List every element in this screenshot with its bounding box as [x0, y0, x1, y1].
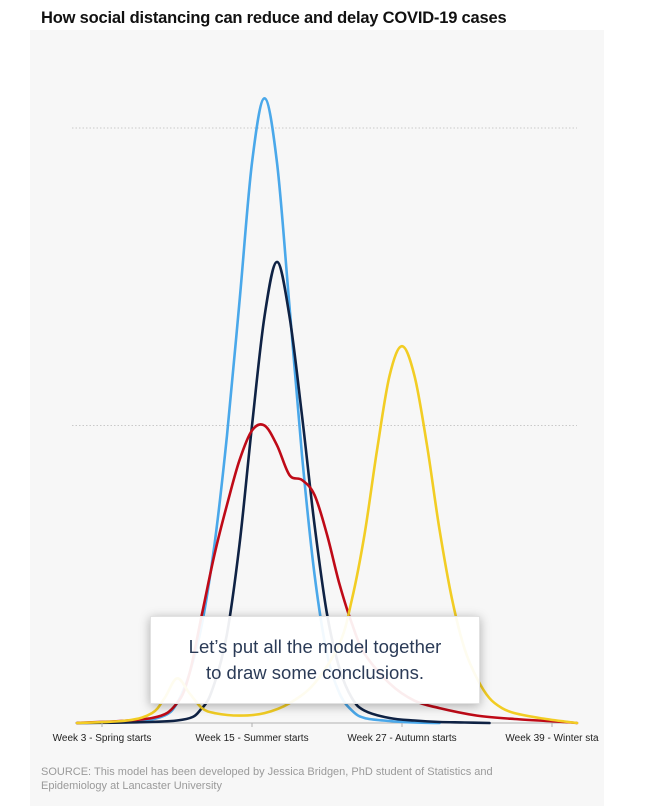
chart-title: How social distancing can reduce and del…	[41, 9, 507, 27]
annotation-text: Let’s put all the model together to draw…	[189, 634, 442, 686]
annotation-box: Let’s put all the model together to draw…	[150, 616, 480, 704]
x-tick-label-2: Week 15 - Summer starts	[195, 733, 308, 744]
source-line-1: SOURCE: This model has been developed by…	[41, 766, 493, 778]
x-tick-label-4: Week 39 - Winter sta	[505, 733, 599, 744]
x-tick-label-1: Week 3 - Spring starts	[53, 733, 152, 744]
gridlines	[72, 127, 577, 426]
source-note: SOURCE: This model has been developed by…	[41, 765, 541, 793]
annotation-line-2: to draw some conclusions.	[205, 662, 424, 683]
x-tick-label-3: Week 27 - Autumn starts	[347, 733, 456, 744]
x-tick-labels: Week 3 - Spring starts Week 15 - Summer s…	[53, 723, 599, 744]
source-line-2: Epidemiology at Lancaster University	[41, 780, 222, 792]
annotation-line-1: Let’s put all the model together	[188, 636, 442, 657]
series-line-3	[75, 423, 579, 725]
